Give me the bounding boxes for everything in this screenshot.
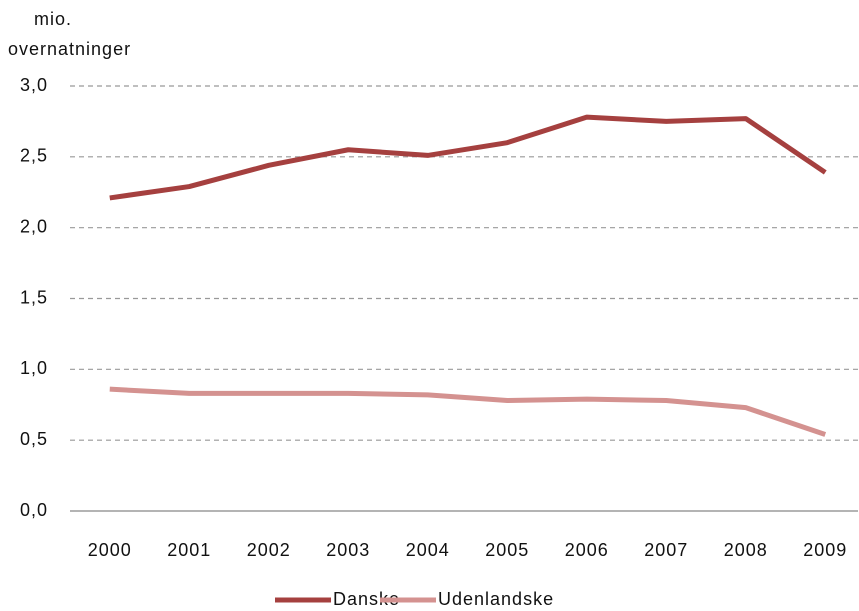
series-line	[109, 386, 827, 437]
y-tick-label: 3,0	[20, 75, 48, 95]
y-tick-label: 1,5	[20, 287, 48, 307]
y-tick-label: 2,0	[20, 216, 48, 236]
y-tick-label: 1,0	[20, 358, 48, 378]
y-axis-title: overnatninger	[8, 39, 131, 59]
y-tick-label: 0,5	[20, 429, 48, 449]
x-tick-label: 2002	[247, 540, 291, 560]
x-tick-label: 2006	[565, 540, 609, 560]
x-tick-label: 2007	[644, 540, 688, 560]
series-line	[109, 114, 827, 201]
x-tick-label: 2009	[803, 540, 847, 560]
x-tick-label: 2008	[724, 540, 768, 560]
x-tick-label: 2004	[406, 540, 450, 560]
x-tick-label: 2000	[88, 540, 132, 560]
y-tick-label: 2,5	[20, 146, 48, 166]
legend-label: Udenlandske	[438, 589, 554, 609]
x-tick-label: 2005	[485, 540, 529, 560]
y-axis-title: mio.	[34, 9, 72, 29]
y-tick-label: 0,0	[20, 500, 48, 520]
x-tick-label: 2003	[326, 540, 370, 560]
legend-label: Danske	[333, 589, 400, 609]
x-tick-label: 2001	[167, 540, 211, 560]
